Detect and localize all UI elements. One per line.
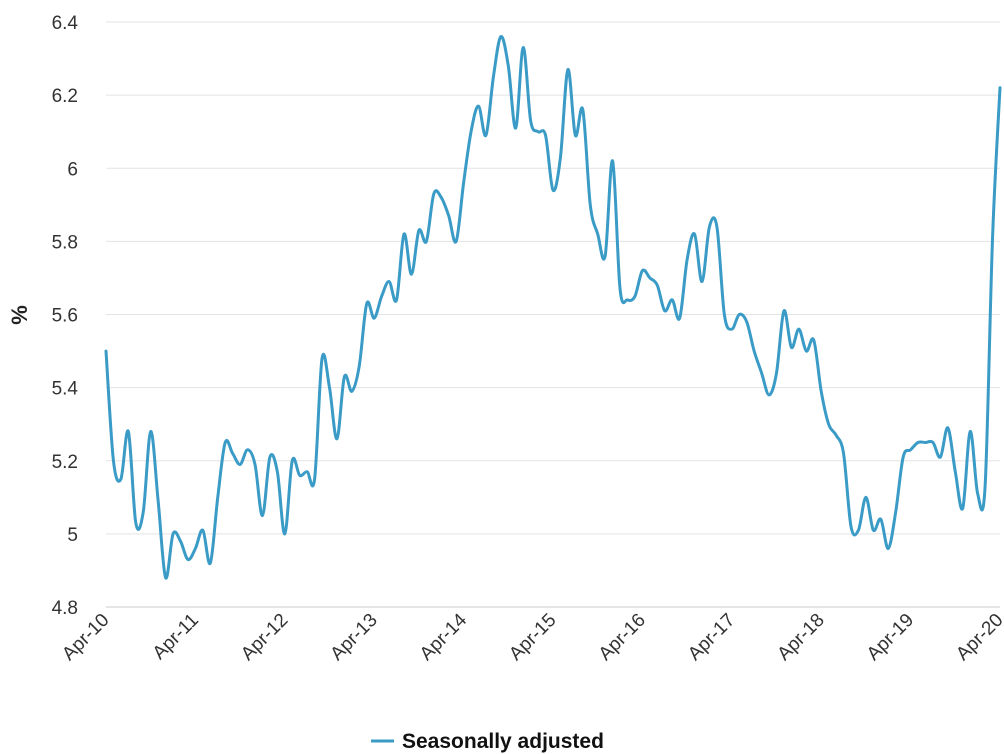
x-tick-label: Apr-15	[505, 610, 560, 665]
x-tick-label: Apr-16	[595, 610, 650, 665]
y-tick-label: 6	[67, 159, 78, 180]
x-tick-label: Apr-20	[952, 610, 1004, 665]
gridlines	[106, 21, 1000, 608]
series-layer	[104, 35, 1002, 580]
legend-label-seasonally-adjusted: Seasonally adjusted	[402, 730, 604, 753]
series-line-seasonally-adjusted	[104, 35, 1002, 580]
y-tick-label: 4.8	[52, 598, 78, 619]
x-tick-label: Apr-18	[774, 610, 829, 665]
y-tick-label: 5.8	[52, 232, 78, 253]
y-tick-label: 5.2	[52, 452, 78, 473]
y-tick-label: 5.4	[52, 379, 79, 400]
y-tick-label: 6.4	[52, 13, 79, 34]
y-tick-label: 6.2	[52, 86, 78, 107]
x-tick-label: Apr-12	[237, 610, 292, 665]
y-axis-title: %	[7, 305, 32, 325]
y-tick-label: 5	[67, 525, 78, 546]
x-tick-label: Apr-19	[863, 610, 918, 665]
y-tick-label: 5.6	[52, 306, 78, 327]
x-tick-label: Apr-13	[327, 610, 382, 665]
x-tick-label: Apr-11	[149, 610, 203, 664]
x-tick-label: Apr-17	[684, 610, 739, 665]
y-axis-tick-labels: 4.8 5 5.2 5.4 5.6 5.8 6 6.2 6.4	[52, 13, 79, 619]
legend: Seasonally adjusted	[371, 730, 604, 753]
x-axis-tick-labels: Apr-10 Apr-11 Apr-12 Apr-13 Apr-14 Apr-15 Apr-…	[58, 609, 1004, 664]
x-tick-label: Apr-14	[416, 609, 471, 664]
